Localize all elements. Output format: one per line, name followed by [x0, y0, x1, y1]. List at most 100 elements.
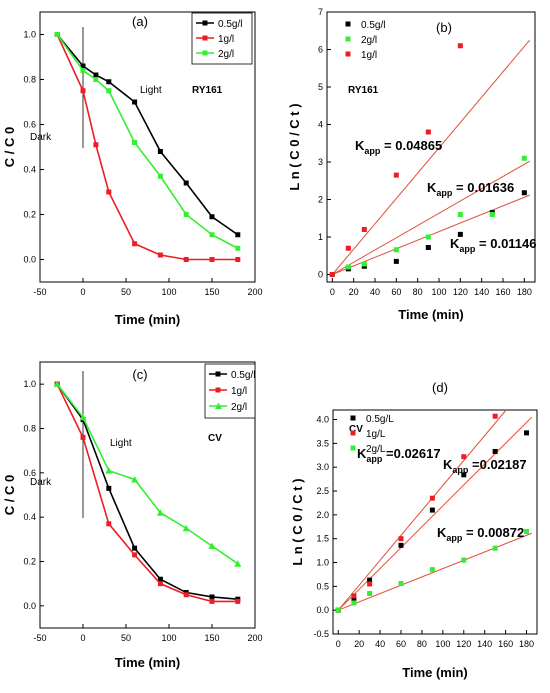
data-point — [80, 68, 86, 73]
data-point — [183, 592, 189, 598]
chart-panel-d: 0 20 40 60 80 100 120 140 160 180 -0.5 0.0 0.5 1.0 1.5… — [275, 344, 550, 688]
kapp-value: = 0.00872 — [462, 525, 524, 540]
chart-a: -50 0 50 100 150 200 0.0 0.2 0.4 0.6 0.8 1.0 Time (m… — [2, 11, 263, 327]
legend-marker — [345, 51, 351, 57]
annotation-text: RY161 — [192, 85, 223, 96]
kapp-subscript: app — [459, 244, 476, 254]
chart-c: -50 0 50 100 150 200 0.0 0.2 0.4 0.6 0.8 1.0 Time (m… — [2, 361, 263, 670]
data-point — [80, 88, 86, 94]
panel-label: (d) — [432, 380, 448, 395]
panel-label: (b) — [436, 20, 452, 35]
annotation-text: CV — [208, 433, 222, 444]
data-point — [183, 180, 189, 186]
data-point — [79, 413, 87, 421]
data-point — [393, 172, 399, 178]
y-tick-label: 1.0 — [23, 30, 36, 40]
series-line — [56, 383, 239, 565]
data-point — [461, 557, 467, 563]
legend-label: 0.5g/l — [218, 19, 242, 30]
kapp-label: Kapp = 0.00872 — [437, 525, 524, 543]
legend-marker — [345, 21, 351, 27]
data-point — [393, 247, 399, 253]
x-tick-label: -50 — [33, 633, 46, 643]
annotation-text: RY161 — [348, 85, 379, 96]
legend-marker — [202, 35, 208, 41]
y-tick-label: 0.5 — [316, 581, 329, 591]
data-point — [106, 79, 112, 85]
data-point — [132, 552, 138, 558]
y-tick-label: 4.0 — [316, 415, 329, 425]
panel-label: (c) — [132, 367, 147, 382]
legend-label: 2g/l — [218, 49, 234, 60]
data-point — [492, 448, 498, 454]
y-axis-label: C / C 0 — [2, 475, 17, 515]
x-tick-label: 0 — [80, 287, 85, 297]
kapp-value: =0.02187 — [468, 457, 526, 472]
plot-frame — [326, 11, 536, 283]
y-tick-label: 0.2 — [23, 557, 36, 567]
data-point — [345, 245, 351, 251]
data-point — [106, 485, 112, 491]
x-tick-label: 100 — [435, 639, 450, 649]
legend-label: 2g/l — [231, 402, 247, 413]
legend-marker — [345, 36, 351, 42]
data-point — [524, 430, 530, 436]
legend-marker — [350, 415, 356, 421]
data-point — [235, 232, 241, 238]
y-axis-label: L n ( C 0 / C t ) — [287, 103, 302, 190]
chart-panel-a: -50 0 50 100 150 200 0.0 0.2 0.4 0.6 0.8 1.0 Time (m… — [0, 0, 275, 340]
data-point — [80, 63, 86, 69]
fit-line — [332, 160, 530, 275]
x-tick-label: 60 — [396, 639, 406, 649]
data-point — [429, 567, 435, 573]
data-point — [457, 231, 463, 237]
x-tick-label: 100 — [431, 287, 446, 297]
data-point — [53, 380, 61, 388]
data-point — [209, 257, 215, 262]
data-point — [209, 214, 215, 220]
x-tick-label: 20 — [354, 639, 364, 649]
y-tick-label: 1.0 — [316, 558, 329, 568]
data-point — [106, 189, 112, 195]
y-tick-label: 7 — [318, 7, 323, 17]
kapp-symbol: K — [355, 138, 365, 153]
kapp-value: = 0.01146 — [475, 236, 536, 251]
data-point — [367, 590, 373, 596]
legend-marker — [350, 430, 356, 436]
kapp-symbol: K — [357, 446, 367, 461]
legend-label: 0.5g/l — [231, 370, 255, 381]
x-tick-label: 60 — [391, 287, 401, 297]
x-tick-label: 200 — [247, 633, 262, 643]
y-tick-label: 0 — [318, 270, 323, 280]
y-tick-label: 0.4 — [23, 165, 36, 175]
fit-line — [331, 39, 531, 275]
y-tick-label: 0.0 — [23, 255, 36, 265]
data-point — [425, 129, 431, 135]
data-point — [524, 529, 530, 535]
panel-label: (a) — [132, 14, 148, 29]
data-point — [398, 536, 404, 542]
x-tick-label: 0 — [80, 633, 85, 643]
chart-b: 0 20 40 60 80 100 120 140 160 180 0 1 2 3 4 5 6 7 Time (mi… — [287, 7, 537, 322]
y-tick-label: 6 — [318, 45, 323, 55]
legend-label: 1g/l — [361, 50, 377, 61]
x-tick-label: 40 — [375, 639, 385, 649]
data-point — [492, 545, 498, 551]
x-tick-label: 160 — [498, 639, 513, 649]
data-point — [489, 212, 495, 217]
x-tick-label: 160 — [495, 287, 510, 297]
x-tick-label: 80 — [417, 639, 427, 649]
annotation-text: Light — [140, 85, 162, 96]
legend-marker — [202, 50, 208, 56]
legend-label: 0.5g/l — [361, 20, 385, 31]
y-tick-label: 4 — [318, 120, 323, 130]
data-point — [235, 245, 241, 251]
data-point — [157, 173, 163, 179]
x-axis-label: Time (min) — [115, 655, 181, 670]
legend-marker — [202, 20, 208, 26]
data-point — [182, 524, 190, 532]
kapp-subscript: app — [366, 454, 383, 464]
y-tick-label: 0.6 — [23, 120, 36, 130]
x-tick-label: 0 — [336, 639, 341, 649]
data-point — [351, 600, 357, 606]
